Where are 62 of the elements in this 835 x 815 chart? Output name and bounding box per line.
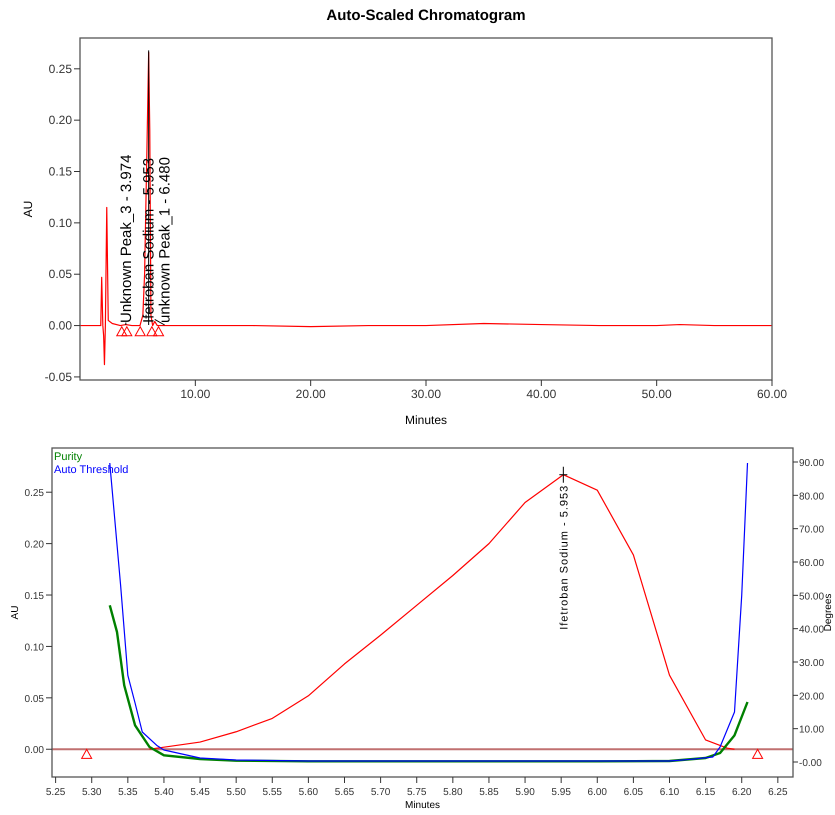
line-series — [80, 52, 772, 366]
x-tick-label: 6.15 — [696, 787, 716, 798]
y-axis-title: AU — [21, 200, 35, 218]
x-tick-label: 40.00 — [526, 387, 557, 401]
y-tick-label: 0.20 — [48, 113, 72, 128]
annotation: unknown Peak_1 - 6.480 — [156, 157, 174, 323]
x-tick-label: 10.00 — [180, 387, 211, 401]
y-tick-label: 0.25 — [48, 62, 72, 76]
x-tick-label: 5.85 — [479, 787, 500, 798]
x-tick-label: 30.00 — [410, 387, 442, 401]
x-tick-label: 20.00 — [296, 387, 326, 401]
x-tick-label: 5.50 — [226, 787, 246, 798]
x-tick-label: 5.60 — [298, 787, 319, 798]
x-axis-title: Minutes — [404, 413, 448, 427]
x-tick-label: 5.40 — [154, 787, 174, 798]
y2-tick-label: 10.00 — [799, 724, 824, 736]
x-tick-label: 5.75 — [406, 787, 427, 798]
y-tick-label: 0.10 — [24, 642, 44, 654]
x-tick-label: 5.25 — [46, 787, 66, 798]
y2-tick-label: 60.00 — [799, 558, 824, 569]
y-tick-label: 0.15 — [48, 164, 72, 179]
y2-tick-label: 50.00 — [799, 591, 824, 602]
x-tick-label: 5.45 — [190, 787, 210, 798]
line-series — [148, 474, 736, 750]
x-tick-label: 6.25 — [768, 787, 788, 798]
x-tick-label: 5.35 — [118, 787, 138, 798]
x-tick-label: 60.00 — [756, 387, 788, 401]
x-tick-label: 5.95 — [551, 787, 572, 798]
x-tick-label: 50.00 — [642, 387, 672, 401]
x-tick-label: 5.70 — [370, 787, 391, 798]
x-tick-label: 5.30 — [82, 787, 102, 798]
x-axis-title: Minutes — [404, 800, 440, 811]
y2-tick-label: 90.00 — [799, 458, 824, 469]
y-tick-label: 0.05 — [24, 694, 44, 705]
x-tick-label: 5.55 — [262, 787, 282, 798]
text: Purity — [54, 451, 83, 463]
y2-tick-label: -0.00 — [799, 758, 822, 769]
x-tick-label: 5.90 — [515, 787, 536, 798]
x-tick-label: 5.65 — [334, 787, 355, 798]
x-tick-label: 6.00 — [588, 787, 608, 798]
x-tick-label: 5.80 — [443, 787, 463, 798]
y2-tick-label: 40.00 — [799, 624, 824, 636]
y2-tick-label: 30.00 — [799, 658, 824, 669]
y-tick-label: 0.10 — [48, 216, 72, 230]
y-tick-label: 0.00 — [48, 318, 72, 333]
y-axis-title: AU — [10, 606, 21, 620]
y2-axis-title: Degrees — [823, 594, 834, 632]
x-tick-label: 6.10 — [660, 787, 680, 798]
y2-tick-label: 20.00 — [799, 691, 824, 702]
annotation: Unknown Peak_3 - 3.974 — [118, 154, 135, 323]
chart-title: Auto-Scaled Chromatogram — [326, 7, 526, 24]
y-tick-label: 0.25 — [24, 488, 44, 500]
y2-tick-label: 70.00 — [799, 524, 824, 536]
y-tick-label: -0.05 — [44, 370, 72, 384]
y2-tick-label: 80.00 — [799, 491, 824, 502]
y-tick-label: 0.20 — [24, 540, 44, 551]
x-tick-label: 6.05 — [624, 787, 644, 798]
y-tick-label: 0.15 — [24, 591, 44, 602]
y-tick-label: 0.00 — [24, 745, 44, 756]
y-tick-label: 0.05 — [48, 267, 72, 282]
annotation: Ifetroban Sodium - 5.953 — [558, 484, 570, 630]
x-tick-label: 6.20 — [732, 787, 752, 798]
